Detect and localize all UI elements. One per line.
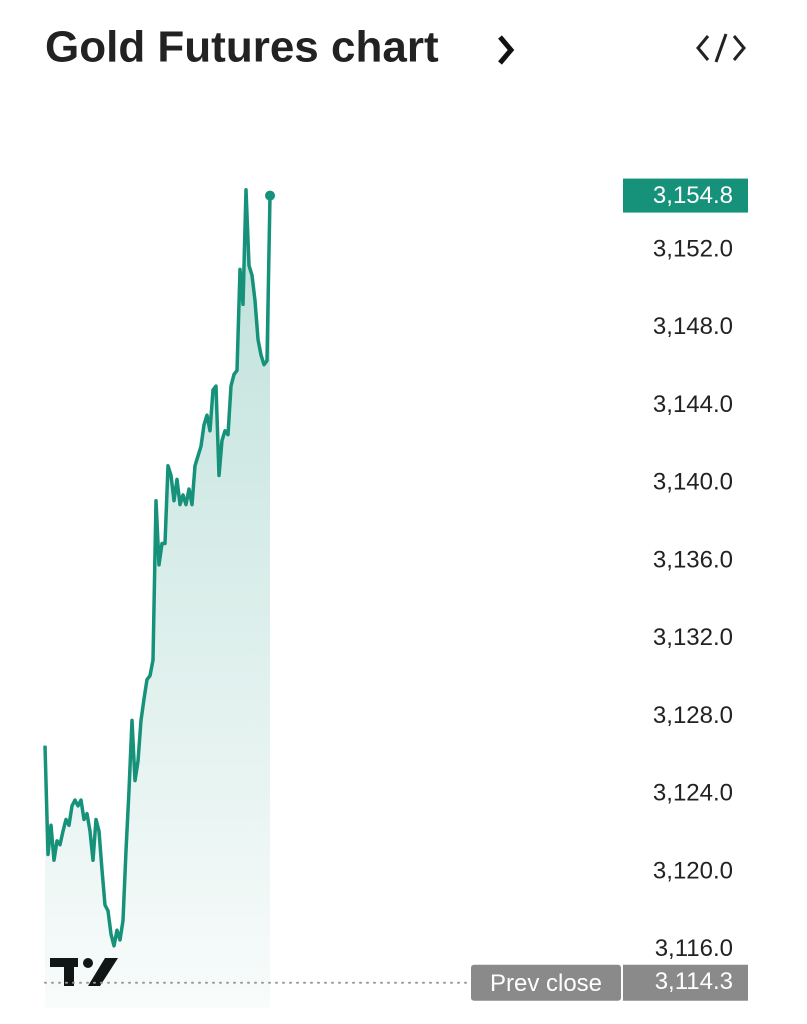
y-tick-label: 3,124.0: [653, 780, 733, 807]
area-fill: [45, 189, 270, 1008]
prev-close-name: Prev close: [490, 970, 602, 997]
y-tick-label: 3,132.0: [653, 624, 733, 651]
y-tick-label: 3,144.0: [653, 391, 733, 418]
y-tick-label: 3,128.0: [653, 702, 733, 729]
y-tick-label: 3,148.0: [653, 313, 733, 340]
embed-icon[interactable]: [696, 33, 746, 63]
prev-close-tag: [471, 964, 621, 1001]
y-tick-label: 3,116.0: [655, 935, 733, 962]
title-chevron[interactable]: [498, 35, 515, 65]
prev-close-value: 3,114.3: [655, 968, 733, 995]
price-line: [43, 187, 272, 948]
last-point: [265, 190, 275, 201]
prev-close-value-tag: [623, 964, 748, 1001]
y-tick-label: 3,136.0: [653, 546, 733, 573]
last-price-label: 3,154.8: [653, 182, 733, 209]
y-tick-label: 3,120.0: [653, 857, 733, 884]
last-price-tag: [623, 178, 748, 213]
y-tick-label: 3,140.0: [653, 469, 733, 496]
y-tick-label: 3,152.0: [653, 235, 733, 262]
chart-title: Gold Futures chart: [45, 23, 439, 72]
